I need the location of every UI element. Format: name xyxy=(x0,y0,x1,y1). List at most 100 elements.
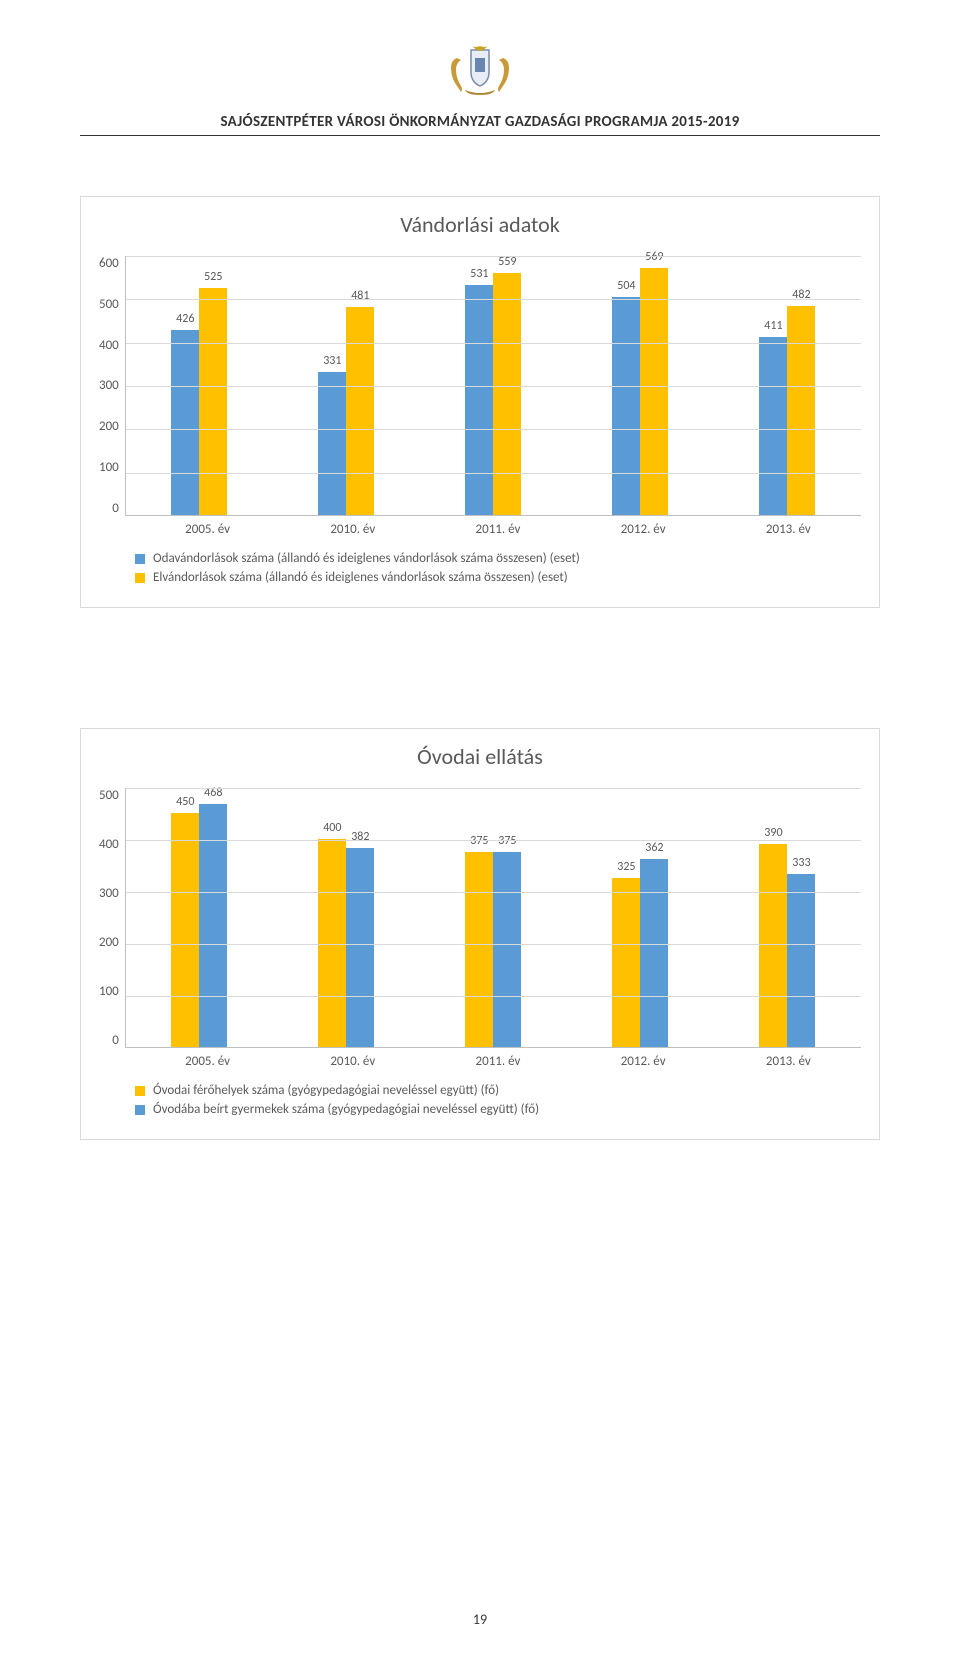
grid-line xyxy=(126,473,861,474)
grid-line xyxy=(126,429,861,430)
xtick-label: 2010. év xyxy=(330,1054,375,1069)
ytick-label: 600 xyxy=(99,256,119,271)
ytick-label: 100 xyxy=(99,984,119,999)
bar: 333 xyxy=(787,874,815,1047)
grid-line xyxy=(126,256,861,257)
bar-value-label: 426 xyxy=(176,312,194,326)
page-number: 19 xyxy=(0,1611,960,1628)
legend-label: Odavándorlások száma (állandó és ideigle… xyxy=(153,551,580,566)
chart2-title: Óvodai ellátás xyxy=(99,743,861,770)
grid-line xyxy=(126,840,861,841)
chart-vandorlasi: Vándorlási adatok 6005004003002001000 42… xyxy=(80,196,880,608)
legend-label: Óvodai férőhelyek száma (gyógypedagógiai… xyxy=(153,1083,499,1098)
xtick-label: 2013. év xyxy=(766,522,811,537)
legend-item: Odavándorlások száma (állandó és ideigle… xyxy=(135,551,861,566)
grid-line xyxy=(126,944,861,945)
bar: 375 xyxy=(493,852,521,1047)
bar-value-label: 362 xyxy=(645,841,663,855)
bar: 390 xyxy=(759,844,787,1047)
bar-value-label: 382 xyxy=(351,830,369,844)
chart-ovodai: Óvodai ellátás 5004003002001000 45046840… xyxy=(80,728,880,1140)
bar-value-label: 531 xyxy=(470,267,488,281)
xtick-label: 2013. év xyxy=(766,1054,811,1069)
ytick-label: 300 xyxy=(99,378,119,393)
legend-label: Elvándorlások száma (állandó és ideiglen… xyxy=(153,570,568,585)
bar-value-label: 331 xyxy=(323,354,341,368)
bar: 325 xyxy=(612,878,640,1047)
bar-group: 375375 xyxy=(465,852,521,1047)
bar: 531 xyxy=(465,285,493,515)
bar-group: 331481 xyxy=(318,307,374,515)
bar: 482 xyxy=(787,306,815,515)
bar-group: 325362 xyxy=(612,859,668,1047)
bar: 382 xyxy=(346,848,374,1047)
bar-value-label: 333 xyxy=(792,856,810,870)
legend-label: Óvodába beírt gyermekek száma (gyógypeda… xyxy=(153,1102,539,1117)
bar-value-label: 569 xyxy=(645,250,663,264)
bar-value-label: 504 xyxy=(617,279,635,293)
ytick-label: 500 xyxy=(99,788,119,803)
bar: 411 xyxy=(759,337,787,515)
crest-emblem xyxy=(80,40,880,105)
bar-group: 400382 xyxy=(318,839,374,1047)
ytick-label: 400 xyxy=(99,837,119,852)
bar-value-label: 400 xyxy=(323,821,341,835)
legend-item: Óvodai férőhelyek száma (gyógypedagógiai… xyxy=(135,1083,861,1098)
xtick-label: 2011. év xyxy=(476,1054,521,1069)
bar: 331 xyxy=(318,372,346,515)
ytick-label: 0 xyxy=(112,501,119,516)
grid-line xyxy=(126,892,861,893)
chart2-plot: 450468400382375375325362390333 xyxy=(125,788,861,1048)
bar-group: 411482 xyxy=(759,306,815,515)
page-header-title: SAJÓSZENTPÉTER VÁROSI ÖNKORMÁNYZAT GAZDA… xyxy=(80,113,880,136)
bar: 375 xyxy=(465,852,493,1047)
bar-value-label: 411 xyxy=(764,319,782,333)
chart1-yaxis: 6005004003002001000 xyxy=(99,256,125,516)
xtick-label: 2012. év xyxy=(621,522,666,537)
chart1-xaxis: 2005. év 2010. év 2011. év 2012. év 2013. év xyxy=(99,522,861,537)
legend-swatch xyxy=(135,1086,145,1096)
legend-item: Óvodába beírt gyermekek száma (gyógypeda… xyxy=(135,1102,861,1117)
grid-line xyxy=(126,996,861,997)
chart2-legend: Óvodai férőhelyek száma (gyógypedagógiai… xyxy=(99,1083,861,1117)
legend-swatch xyxy=(135,1105,145,1115)
bar: 481 xyxy=(346,307,374,515)
bar-value-label: 390 xyxy=(764,826,782,840)
bar: 450 xyxy=(171,813,199,1047)
chart2-yaxis: 5004003002001000 xyxy=(99,788,125,1048)
bar-group: 426525 xyxy=(171,288,227,516)
ytick-label: 100 xyxy=(99,460,119,475)
grid-line xyxy=(126,299,861,300)
ytick-label: 300 xyxy=(99,886,119,901)
xtick-label: 2011. év xyxy=(476,522,521,537)
grid-line xyxy=(126,386,861,387)
chart1-plot: 426525331481531559504569411482 xyxy=(125,256,861,516)
xtick-label: 2010. év xyxy=(330,522,375,537)
ytick-label: 200 xyxy=(99,419,119,434)
bar: 362 xyxy=(640,859,668,1047)
bar-group: 390333 xyxy=(759,844,815,1047)
document-page: SAJÓSZENTPÉTER VÁROSI ÖNKORMÁNYZAT GAZDA… xyxy=(0,0,960,1658)
xtick-label: 2005. év xyxy=(185,1054,230,1069)
bar: 400 xyxy=(318,839,346,1047)
bar-group: 531559 xyxy=(465,273,521,515)
bar: 504 xyxy=(612,297,640,515)
bar-value-label: 375 xyxy=(470,834,488,848)
bar-value-label: 375 xyxy=(498,834,516,848)
chart2-xaxis: 2005. év 2010. év 2011. év 2012. év 2013. év xyxy=(99,1054,861,1069)
bar: 569 xyxy=(640,268,668,515)
chart1-legend: Odavándorlások száma (állandó és ideigle… xyxy=(99,551,861,585)
bar-value-label: 525 xyxy=(204,270,222,284)
bar: 426 xyxy=(171,330,199,515)
chart1-title: Vándorlási adatok xyxy=(99,211,861,238)
xtick-label: 2005. év xyxy=(185,522,230,537)
bar-group: 504569 xyxy=(612,268,668,515)
grid-line xyxy=(126,788,861,789)
legend-swatch xyxy=(135,554,145,564)
bar: 525 xyxy=(199,288,227,516)
bar-value-label: 481 xyxy=(351,289,369,303)
ytick-label: 400 xyxy=(99,338,119,353)
ytick-label: 0 xyxy=(112,1033,119,1048)
xtick-label: 2012. év xyxy=(621,1054,666,1069)
grid-line xyxy=(126,343,861,344)
